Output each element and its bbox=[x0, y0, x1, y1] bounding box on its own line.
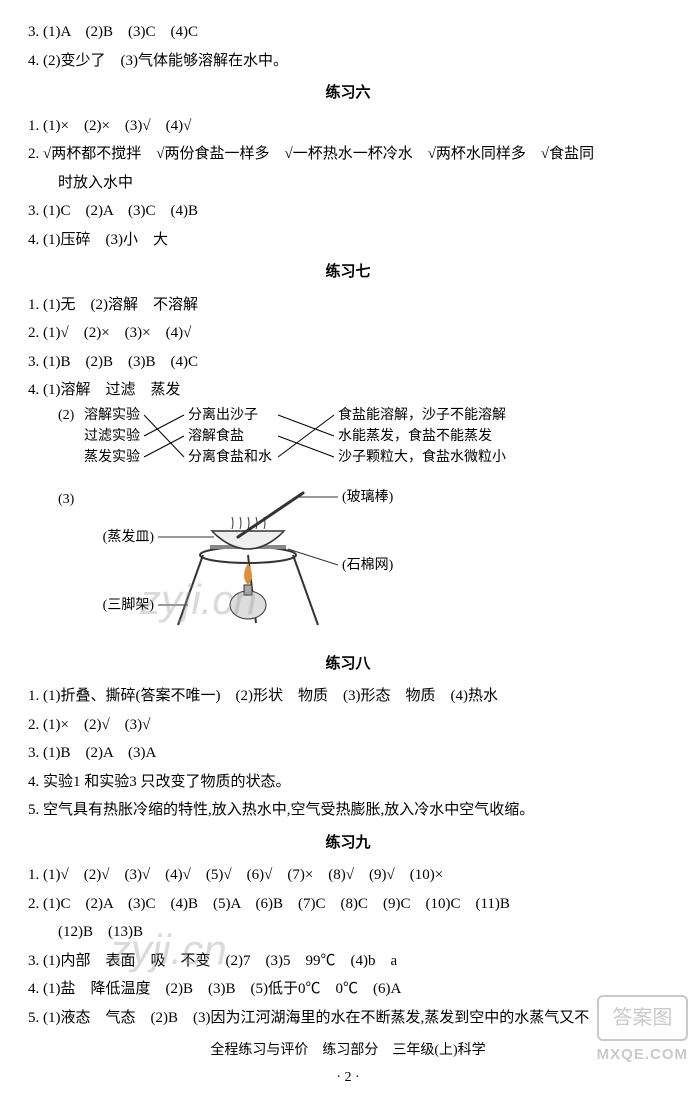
text-line: 1. (1)× (2)× (3)√ (4)√ bbox=[28, 112, 668, 141]
text-line: 4. 实验1 和实验3 只改变了物质的状态。 bbox=[28, 768, 668, 797]
text-line: 4. (1)溶解 过滤 蒸发 bbox=[28, 376, 668, 405]
svg-text:(3): (3) bbox=[58, 492, 75, 507]
text-line: 3. (1)B (2)A (3)A bbox=[28, 739, 668, 768]
apparatus-svg: (3) (玻璃棒) (蒸发皿) (石棉网) (三脚架) bbox=[58, 485, 478, 635]
text-line: 1. (1)√ (2)√ (3)√ (4)√ (5)√ (6)√ (7)× (8… bbox=[28, 861, 668, 890]
text-line: 4. (1)压碎 (3)小 大 bbox=[28, 226, 668, 255]
text-line: 时放入水中 bbox=[28, 169, 668, 198]
svg-text:沙子颗粒大，食盐水微粒小: 沙子颗粒大，食盐水微粒小 bbox=[338, 448, 506, 465]
text-line: 3. (1)B (2)B (3)B (4)C bbox=[28, 348, 668, 377]
footer: 全程练习与评价 练习部分 三年级(上)科学 bbox=[28, 1038, 668, 1065]
svg-text:(蒸发皿): (蒸发皿) bbox=[103, 529, 155, 545]
text-line: 4. (2)变少了 (3)气体能够溶解在水中。 bbox=[28, 47, 668, 76]
section-title-6: 练习六 bbox=[28, 79, 668, 108]
text-line: 3. (1)内部 表面 吸 不变 (2)7 (3)5 99℃ (4)b a bbox=[28, 947, 668, 976]
svg-text:溶解食盐: 溶解食盐 bbox=[188, 427, 244, 444]
text-line: 2. √两杯都不搅拌 √两份食盐一样多 √一杯热水一杯冷水 √两杯水同样多 √食… bbox=[28, 140, 668, 169]
svg-text:蒸发实验: 蒸发实验 bbox=[84, 449, 140, 465]
text-line: 1. (1)无 (2)溶解 不溶解 bbox=[28, 291, 668, 320]
text-line: 1. (1)折叠、撕碎(答案不唯一) (2)形状 物质 (3)形态 物质 (4)… bbox=[28, 682, 668, 711]
text-line: 5. (1)液态 气态 (2)B (3)因为江河湖海里的水在不断蒸发,蒸发到空中… bbox=[28, 1004, 668, 1033]
text-line: 2. (1)√ (2)× (3)× (4)√ bbox=[28, 319, 668, 348]
text-line: 3. (1)C (2)A (3)C (4)B bbox=[28, 197, 668, 226]
text-line: 3. (1)A (2)B (3)C (4)C bbox=[28, 18, 668, 47]
section-title-7: 练习七 bbox=[28, 258, 668, 287]
section-title-9: 练习九 bbox=[28, 829, 668, 858]
svg-text:(2): (2) bbox=[58, 408, 75, 423]
matching-svg: (2) 溶解实验 分离出沙子 食盐能溶解，沙子不能溶解过滤实验 溶解食盐 水能蒸发，食盐不… bbox=[58, 405, 628, 475]
section-title-8: 练习八 bbox=[28, 650, 668, 679]
svg-text:过滤实验: 过滤实验 bbox=[84, 428, 140, 444]
text-line: (12)B (13)B bbox=[28, 918, 668, 947]
page-number: · 2 · bbox=[28, 1065, 668, 1092]
text-line: 2. (1)× (2)√ (3)√ bbox=[28, 711, 668, 740]
matching-diagram: (2) 溶解实验 分离出沙子 食盐能溶解，沙子不能溶解过滤实验 溶解食盐 水能蒸发，食盐不… bbox=[28, 405, 668, 486]
text-line: 5. 空气具有热胀冷缩的特性,放入热水中,空气受热膨胀,放入冷水中空气收缩。 bbox=[28, 796, 668, 825]
svg-text:溶解实验: 溶解实验 bbox=[84, 407, 140, 423]
text-line: 2. (1)C (2)A (3)C (4)B (5)A (6)B (7)C (8… bbox=[28, 890, 668, 919]
svg-text:水能蒸发，食盐不能蒸发: 水能蒸发，食盐不能蒸发 bbox=[338, 427, 492, 444]
apparatus-diagram: (3) (玻璃棒) (蒸发皿) (石棉网) (三脚架) bbox=[58, 485, 668, 646]
svg-text:分离出沙子: 分离出沙子 bbox=[188, 406, 258, 423]
svg-text:(玻璃棒): (玻璃棒) bbox=[342, 488, 394, 505]
text-line: 4. (1)盐 降低温度 (2)B (3)B (5)低于0℃ 0℃ (6)A bbox=[28, 975, 668, 1004]
svg-text:(三脚架): (三脚架) bbox=[103, 597, 155, 613]
svg-text:食盐能溶解，沙子不能溶解: 食盐能溶解，沙子不能溶解 bbox=[338, 406, 506, 423]
svg-text:分离食盐和水: 分离食盐和水 bbox=[188, 448, 272, 465]
svg-text:(石棉网): (石棉网) bbox=[342, 556, 394, 573]
